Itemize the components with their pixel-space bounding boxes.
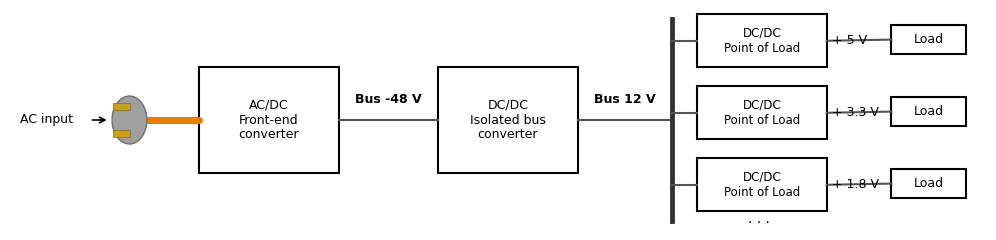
Text: + 1.8 V: + 1.8 V xyxy=(832,178,878,191)
Text: + 3.3 V: + 3.3 V xyxy=(832,106,878,119)
FancyBboxPatch shape xyxy=(697,158,827,211)
FancyBboxPatch shape xyxy=(113,103,130,110)
Text: Load: Load xyxy=(913,33,944,46)
FancyBboxPatch shape xyxy=(199,67,339,173)
Text: Bus 12 V: Bus 12 V xyxy=(595,93,655,106)
Text: Bus -48 V: Bus -48 V xyxy=(356,93,421,106)
Text: Load: Load xyxy=(913,177,944,190)
FancyBboxPatch shape xyxy=(697,86,827,139)
FancyBboxPatch shape xyxy=(891,169,966,198)
Text: + 5 V: + 5 V xyxy=(832,34,867,47)
Text: AC/DC
Front-end
converter: AC/DC Front-end converter xyxy=(239,98,299,142)
FancyBboxPatch shape xyxy=(113,130,130,137)
FancyBboxPatch shape xyxy=(438,67,578,173)
Ellipse shape xyxy=(112,96,147,144)
Text: DC/DC
Point of Load: DC/DC Point of Load xyxy=(724,171,800,199)
Text: DC/DC
Isolated bus
converter: DC/DC Isolated bus converter xyxy=(470,98,546,142)
FancyBboxPatch shape xyxy=(697,14,827,67)
Text: DC/DC
Point of Load: DC/DC Point of Load xyxy=(724,99,800,127)
FancyBboxPatch shape xyxy=(891,25,966,54)
Text: Load: Load xyxy=(913,105,944,118)
Text: AC input: AC input xyxy=(20,114,73,126)
Text: DC/DC
Point of Load: DC/DC Point of Load xyxy=(724,27,800,55)
Text: · · ·: · · · xyxy=(748,216,770,230)
FancyBboxPatch shape xyxy=(891,97,966,126)
